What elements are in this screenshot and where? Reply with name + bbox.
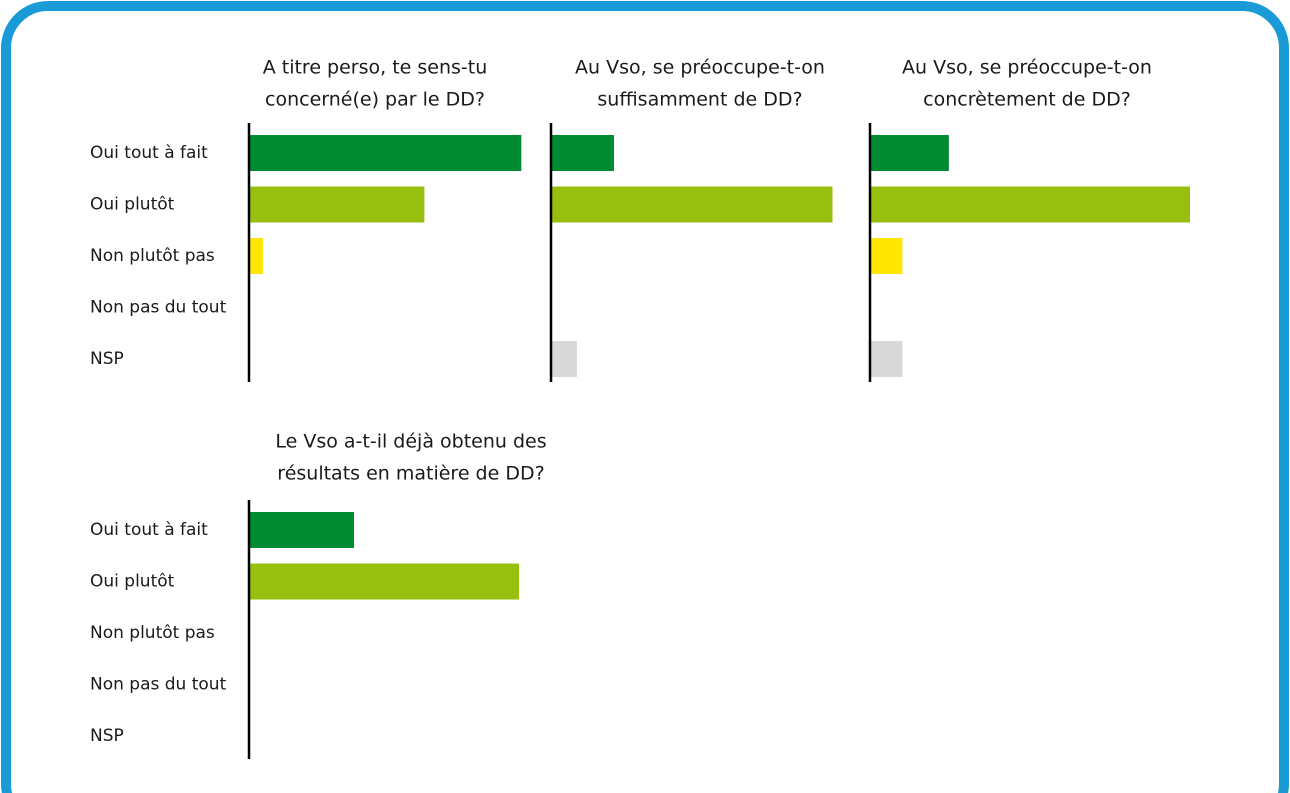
- bar: [249, 238, 263, 274]
- category-label: Oui tout à fait: [90, 520, 208, 540]
- chart-title: suffisamment de DD?: [597, 89, 802, 111]
- category-label: Non plutôt pas: [90, 623, 215, 643]
- bar: [249, 135, 522, 171]
- category-label: Non pas du tout: [90, 298, 227, 318]
- category-label: Non plutôt pas: [90, 246, 215, 266]
- category-label: Oui plutôt: [90, 195, 175, 215]
- bar: [551, 135, 614, 171]
- bar: [870, 135, 949, 171]
- category-label: NSP: [90, 349, 124, 369]
- bar: [551, 341, 577, 377]
- category-label: Non pas du tout: [90, 675, 227, 695]
- bar: [249, 563, 519, 600]
- category-label: Oui tout à fait: [90, 143, 208, 163]
- chart-title: Au Vso, se préoccupe-t-on: [575, 57, 825, 79]
- chart-title: A titre perso, te sens-tu: [263, 57, 488, 79]
- bar: [870, 238, 903, 274]
- bar: [870, 341, 903, 377]
- chart-title: concrètement de DD?: [923, 89, 1131, 111]
- chart-title: résultats en matière de DD?: [277, 463, 544, 485]
- bar: [249, 512, 354, 548]
- chart-title: Au Vso, se préoccupe-t-on: [902, 57, 1152, 79]
- category-label: Oui plutôt: [90, 572, 175, 592]
- chart-title: Le Vso a-t-il déjà obtenu des: [275, 431, 546, 453]
- bar: [551, 186, 833, 223]
- bar: [249, 186, 425, 223]
- category-label: NSP: [90, 726, 124, 746]
- bar: [870, 186, 1190, 223]
- chart-title: concerné(e) par le DD?: [265, 89, 485, 111]
